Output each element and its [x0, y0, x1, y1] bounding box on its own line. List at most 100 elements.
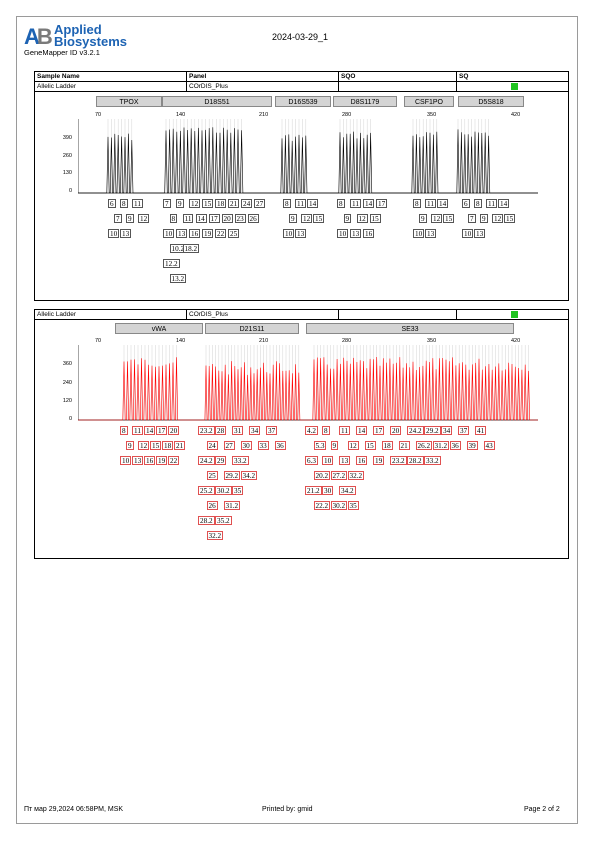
- allele-label[interactable]: 12: [138, 441, 150, 450]
- allele-label[interactable]: 37: [266, 426, 278, 435]
- allele-label[interactable]: 23.2: [198, 426, 215, 435]
- allele-label[interactable]: 18.2: [182, 244, 200, 253]
- allele-label[interactable]: 5.3: [313, 441, 327, 450]
- allele-label[interactable]: 17: [208, 214, 220, 223]
- locus-vwa[interactable]: vWA: [115, 323, 203, 334]
- allele-label[interactable]: 20.2: [313, 471, 331, 480]
- allele-label[interactable]: 14: [498, 199, 510, 208]
- allele-label[interactable]: 25: [228, 229, 240, 238]
- allele-label[interactable]: 11: [339, 426, 350, 435]
- locus-d5s818[interactable]: D5S818: [458, 96, 524, 107]
- allele-label[interactable]: 12: [356, 214, 368, 223]
- allele-label[interactable]: 13: [425, 229, 437, 238]
- allele-label[interactable]: 9: [480, 214, 488, 223]
- allele-label[interactable]: 27: [223, 441, 235, 450]
- allele-label[interactable]: 11: [295, 199, 306, 208]
- allele-label[interactable]: 27.2: [330, 471, 348, 480]
- allele-label[interactable]: 13.2: [169, 274, 187, 283]
- allele-label[interactable]: 21: [398, 441, 410, 450]
- allele-label[interactable]: 14: [307, 199, 319, 208]
- allele-label[interactable]: 10: [163, 229, 175, 238]
- locus-d21s11[interactable]: D21S11: [205, 323, 299, 334]
- allele-label[interactable]: 10: [322, 456, 334, 465]
- allele-label[interactable]: 6: [462, 199, 470, 208]
- allele-label[interactable]: 22.2: [313, 501, 331, 510]
- allele-label[interactable]: 28: [215, 426, 227, 435]
- allele-label[interactable]: 24.2: [198, 456, 215, 465]
- allele-label[interactable]: 19: [202, 229, 214, 238]
- allele-label[interactable]: 6: [108, 199, 116, 208]
- allele-label[interactable]: 22: [168, 456, 180, 465]
- allele-label[interactable]: 9: [330, 441, 339, 450]
- allele-label[interactable]: 29.2: [424, 426, 441, 435]
- allele-label[interactable]: 36: [274, 441, 286, 450]
- allele-label[interactable]: 25.2: [198, 486, 215, 495]
- allele-label[interactable]: 24: [206, 441, 218, 450]
- allele-label[interactable]: 9: [419, 214, 427, 223]
- allele-label[interactable]: 25: [206, 471, 218, 480]
- allele-label[interactable]: 27: [254, 199, 266, 208]
- locus-tpox[interactable]: TPOX: [96, 96, 162, 107]
- allele-label[interactable]: 35: [347, 501, 359, 510]
- allele-label[interactable]: 30.2: [215, 486, 232, 495]
- allele-label[interactable]: 10: [337, 229, 349, 238]
- allele-label[interactable]: 12: [347, 441, 359, 450]
- allele-label[interactable]: 7: [163, 199, 171, 208]
- allele-label[interactable]: 18: [215, 199, 227, 208]
- allele-label[interactable]: 34: [249, 426, 261, 435]
- allele-label[interactable]: 15: [313, 214, 325, 223]
- allele-label[interactable]: 14: [437, 199, 449, 208]
- allele-label[interactable]: 20: [221, 214, 233, 223]
- allele-label[interactable]: 33.2: [232, 456, 249, 465]
- allele-label[interactable]: 8: [283, 199, 291, 208]
- allele-label[interactable]: 30: [240, 441, 252, 450]
- allele-label[interactable]: 11: [182, 214, 194, 223]
- allele-label[interactable]: 23.2: [390, 456, 407, 465]
- allele-label[interactable]: 14: [356, 426, 368, 435]
- locus-d18s51[interactable]: D18S51: [162, 96, 272, 107]
- allele-label[interactable]: 28.2: [198, 516, 215, 525]
- allele-label[interactable]: 8: [169, 214, 178, 223]
- locus-se33[interactable]: SE33: [306, 323, 514, 334]
- allele-label[interactable]: 30: [322, 486, 334, 495]
- allele-label[interactable]: 7: [114, 214, 122, 223]
- allele-label[interactable]: 21.2: [305, 486, 322, 495]
- allele-label[interactable]: 16: [363, 229, 375, 238]
- allele-label[interactable]: 10: [283, 229, 295, 238]
- allele-label[interactable]: 32.2: [206, 531, 224, 540]
- locus-d8s1179[interactable]: D8S1179: [333, 96, 397, 107]
- allele-label[interactable]: 12: [301, 214, 313, 223]
- allele-label[interactable]: 10: [120, 456, 132, 465]
- allele-label[interactable]: 10: [462, 229, 474, 238]
- allele-label[interactable]: 6.3: [305, 456, 318, 465]
- allele-label[interactable]: 19: [156, 456, 168, 465]
- allele-label[interactable]: 12.2: [163, 259, 180, 268]
- allele-label[interactable]: 11: [425, 199, 436, 208]
- allele-label[interactable]: 9: [176, 199, 184, 208]
- allele-label[interactable]: 37: [458, 426, 470, 435]
- allele-label[interactable]: 13: [120, 229, 132, 238]
- allele-label[interactable]: 10: [413, 229, 425, 238]
- allele-label[interactable]: 8: [120, 426, 128, 435]
- allele-label[interactable]: 8: [120, 199, 128, 208]
- allele-label[interactable]: 24: [241, 199, 253, 208]
- allele-label[interactable]: 43: [483, 441, 495, 450]
- allele-label[interactable]: 11: [132, 199, 143, 208]
- allele-label[interactable]: 20: [168, 426, 180, 435]
- allele-label[interactable]: 15: [202, 199, 214, 208]
- allele-label[interactable]: 11: [132, 426, 143, 435]
- allele-label[interactable]: 21: [174, 441, 186, 450]
- allele-label[interactable]: 34.2: [240, 471, 258, 480]
- allele-label[interactable]: 9: [289, 214, 297, 223]
- allele-label[interactable]: 29: [215, 456, 227, 465]
- allele-label[interactable]: 13: [295, 229, 307, 238]
- allele-label[interactable]: 13: [132, 456, 144, 465]
- allele-label[interactable]: 16: [189, 229, 201, 238]
- allele-label[interactable]: 11: [486, 199, 497, 208]
- allele-label[interactable]: 8: [413, 199, 421, 208]
- allele-label[interactable]: 24.2: [407, 426, 424, 435]
- allele-label[interactable]: 39: [466, 441, 478, 450]
- allele-label[interactable]: 17: [376, 199, 388, 208]
- allele-label[interactable]: 15: [369, 214, 381, 223]
- allele-label[interactable]: 23: [234, 214, 246, 223]
